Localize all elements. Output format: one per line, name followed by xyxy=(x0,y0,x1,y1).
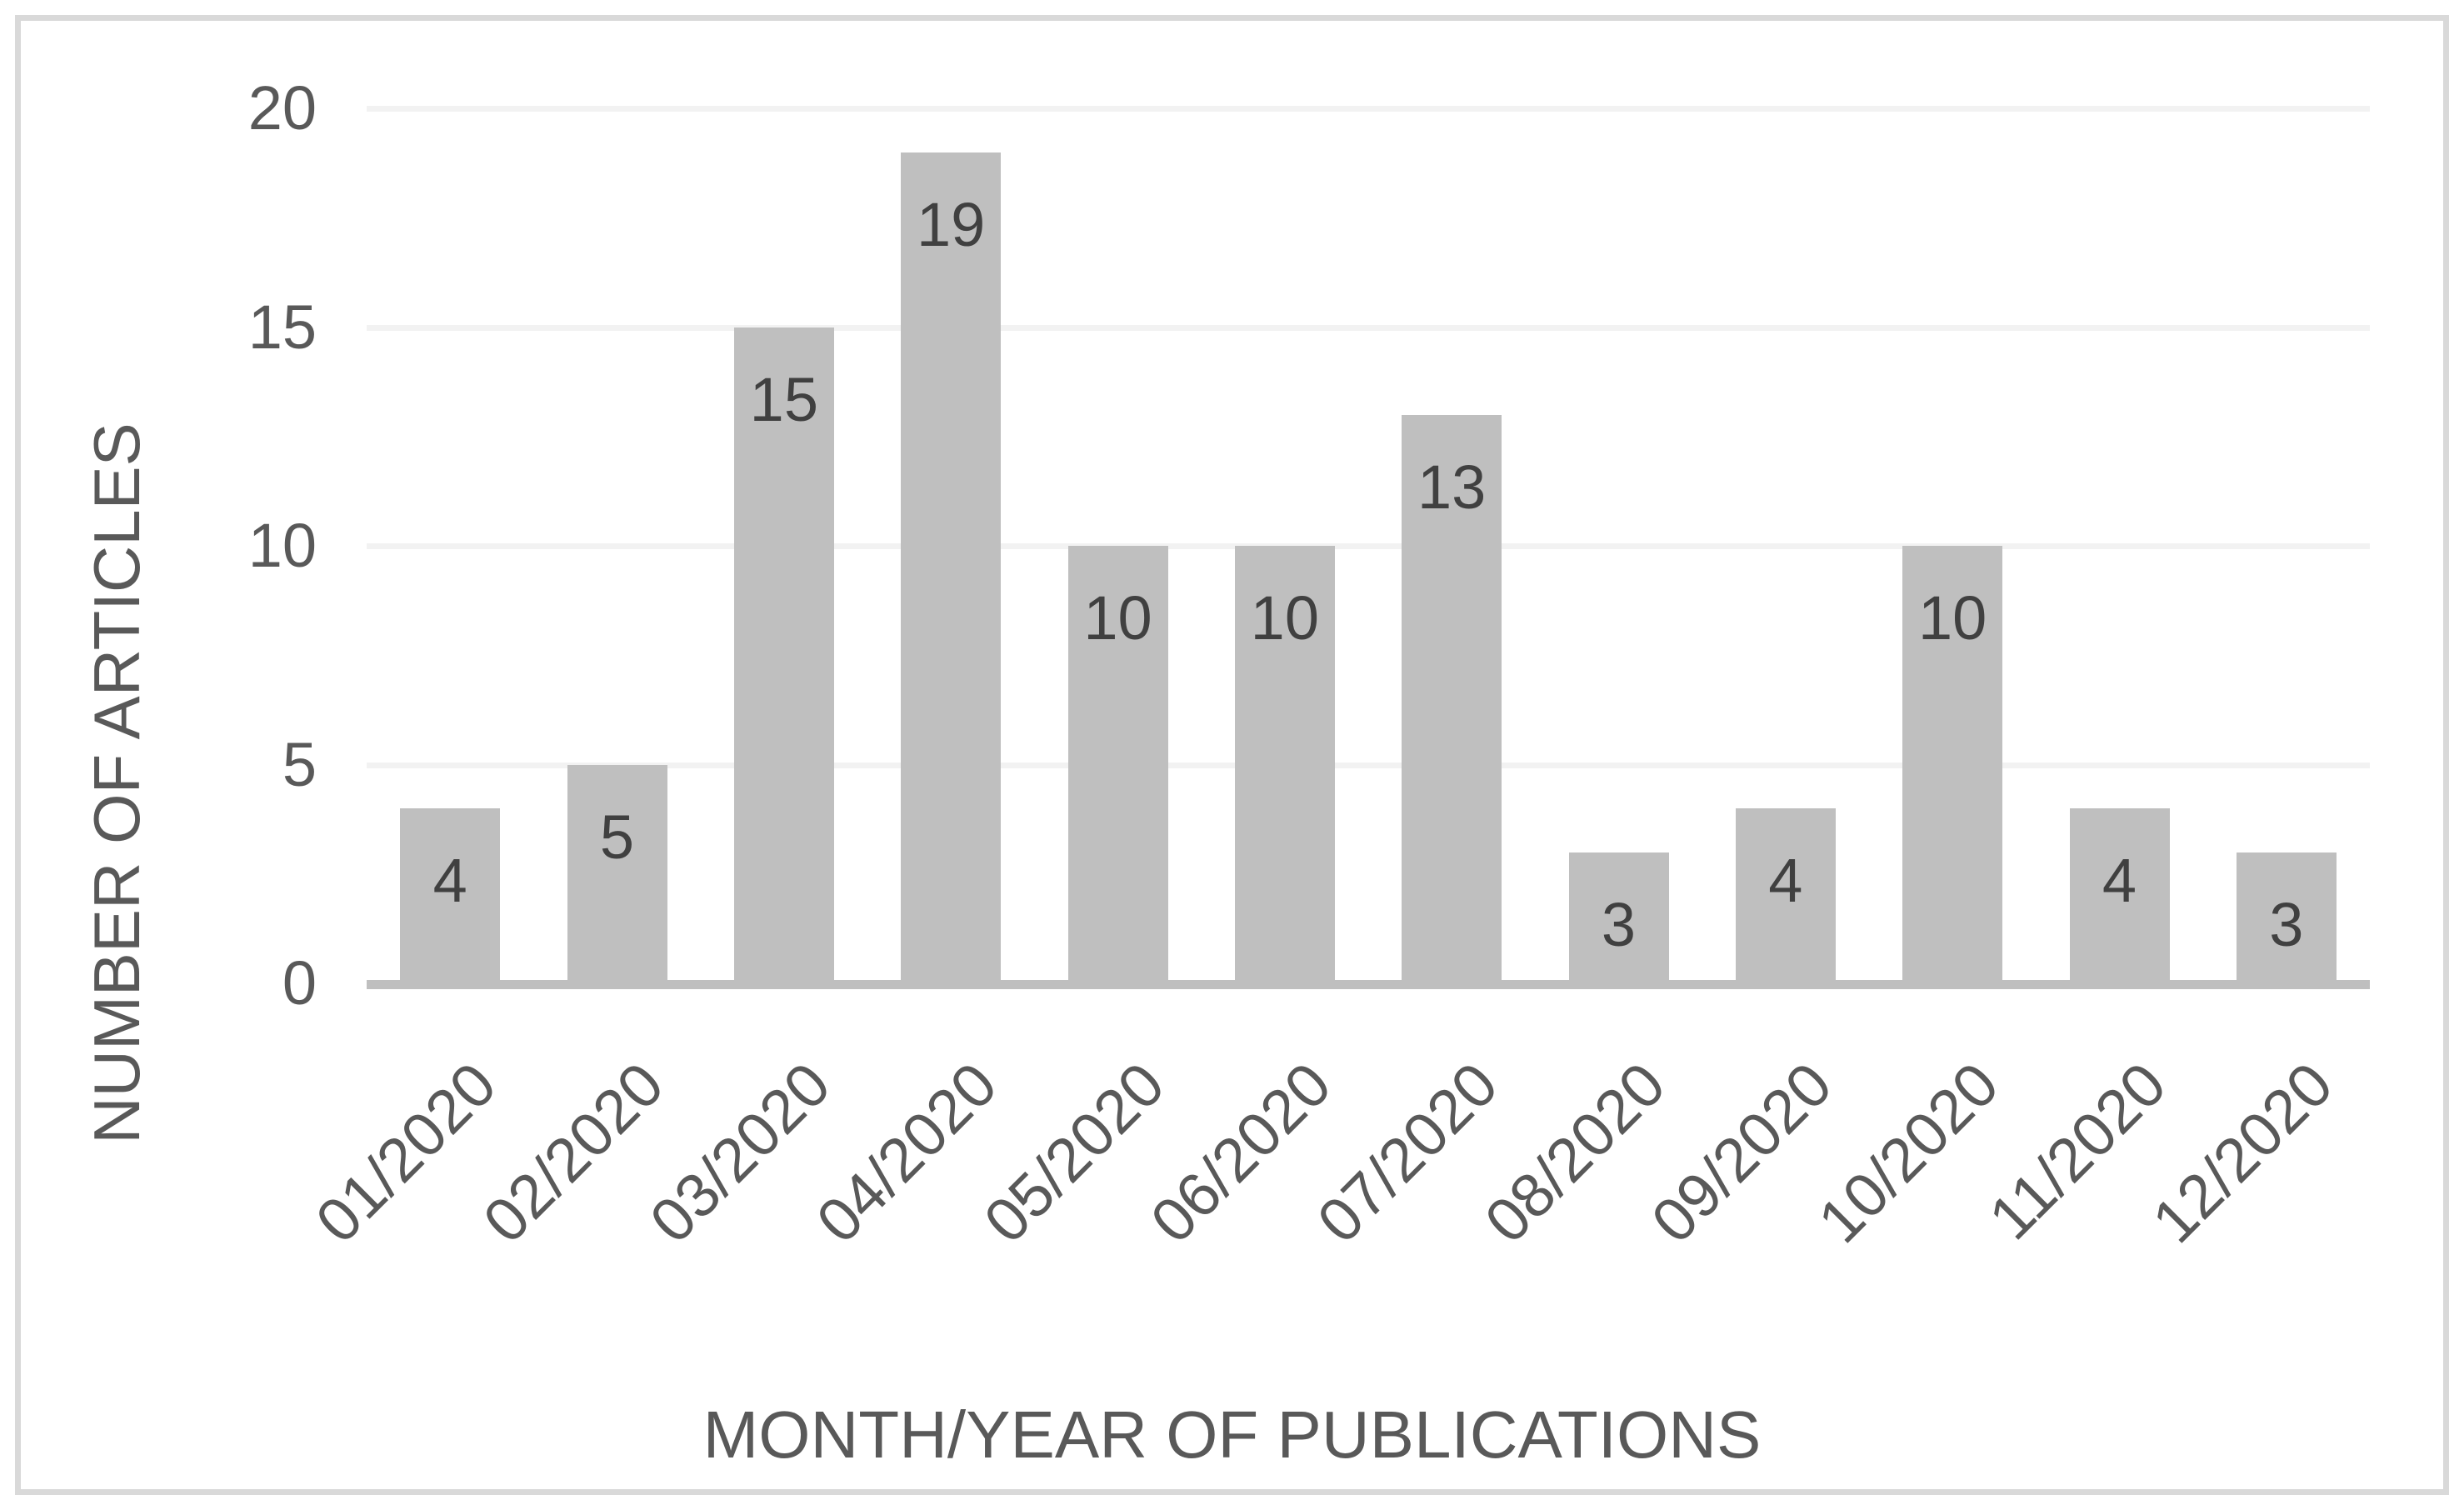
chart-border xyxy=(15,15,2449,1495)
y-tick-label: 0 xyxy=(282,948,317,1018)
bar-value-label: 10 xyxy=(1250,583,1319,652)
bar-value-label: 19 xyxy=(917,189,986,259)
bar-value-label: 3 xyxy=(1601,889,1637,959)
bar xyxy=(400,808,501,989)
y-tick-label: 15 xyxy=(247,292,317,362)
bar xyxy=(1402,414,1502,989)
x-axis-title: MONTH/YEAR OF PUBLICATIONS xyxy=(702,1398,1762,1472)
bar-value-label: 3 xyxy=(2269,889,2304,959)
bar-value-label: 4 xyxy=(2102,846,2137,915)
bar xyxy=(733,327,834,989)
bar xyxy=(1067,546,1168,989)
bar-value-label: 10 xyxy=(1918,583,1987,652)
y-tick-label: 10 xyxy=(247,511,317,580)
bar xyxy=(2069,808,2170,989)
bar-value-label: 5 xyxy=(599,802,635,872)
gridline xyxy=(367,762,2370,768)
gridline xyxy=(367,106,2370,112)
bar-value-label: 4 xyxy=(1768,846,1803,915)
y-tick-label: 20 xyxy=(247,73,317,142)
bar-value-label: 13 xyxy=(1417,452,1487,522)
bar xyxy=(1234,546,1335,989)
y-axis-title: NUMBER OF ARTICLES xyxy=(80,422,153,1144)
gridline xyxy=(367,324,2370,331)
bar xyxy=(901,152,1002,989)
bar xyxy=(567,764,667,989)
bar xyxy=(1568,852,1669,989)
bar xyxy=(1735,808,1836,989)
x-axis-line xyxy=(367,980,2370,989)
bar xyxy=(2236,852,2337,989)
bar-value-label: 4 xyxy=(432,846,467,915)
bar xyxy=(1902,546,2003,989)
gridline xyxy=(367,543,2370,549)
y-tick-label: 5 xyxy=(282,729,317,799)
bar-value-label: 10 xyxy=(1083,583,1152,652)
bar-value-label: 15 xyxy=(749,364,818,434)
